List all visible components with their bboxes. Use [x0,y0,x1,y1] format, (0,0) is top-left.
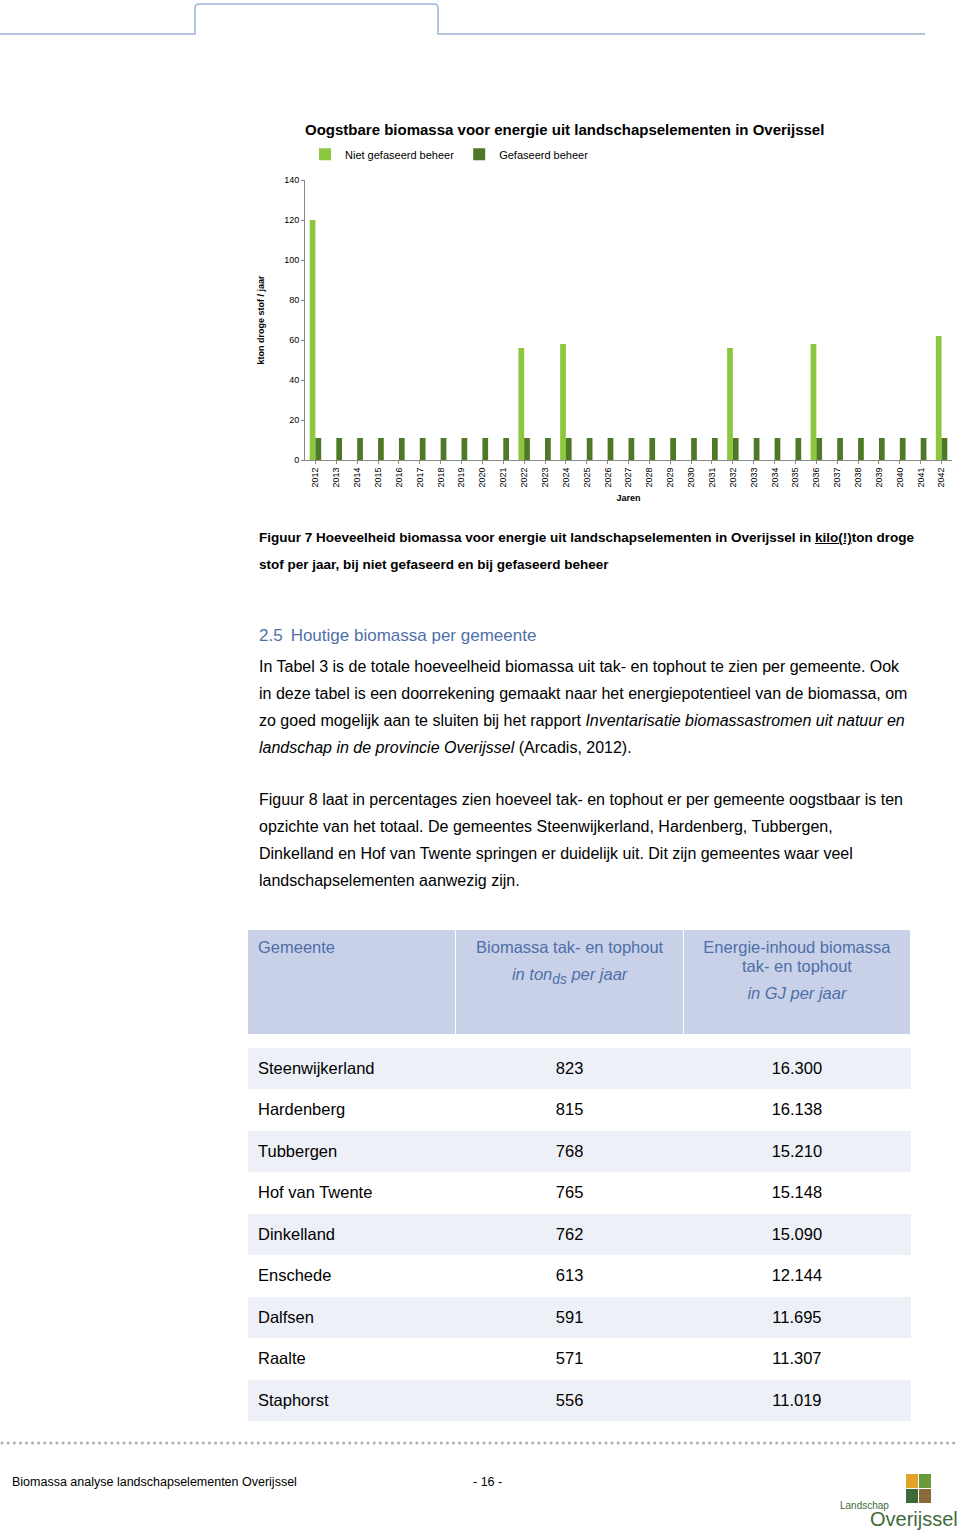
html-text:16.300: 16.300 [771,1058,823,1077]
html-text:15.090: 15.090 [771,1224,823,1243]
html-text:in tondsper jaar: in tondsper jaar [511,965,628,988]
html-text:Raalte: Raalte [258,1349,306,1368]
svg-text:2039: 2039 [874,468,884,488]
svg-text:2023: 2023 [540,468,550,488]
svg-text:2033: 2033 [749,468,759,488]
svg-text:2025: 2025 [582,468,592,488]
svg-text:2016: 2016 [394,468,404,488]
html-text:Steenwijkerland: Steenwijkerland [258,1058,375,1077]
svg-text:20: 20 [289,415,299,425]
html-text:11.019: 11.019 [772,1390,822,1409]
html-text:Overijssel: Overijssel [870,1508,958,1530]
svg-text:2018: 2018 [436,468,446,488]
svg-text:120: 120 [284,215,299,225]
html-text:15.210: 15.210 [771,1141,823,1160]
html-text:823: 823 [555,1058,584,1077]
html-text:15.148: 15.148 [771,1183,823,1202]
svg-text:2031: 2031 [707,468,717,488]
html-text:Dinkelland: Dinkelland [258,1224,335,1243]
svg-text:2037: 2037 [832,468,842,488]
html-text:In Tabel 3 is de totale hoevee: In Tabel 3 is de totale hoeveelheid biom… [259,658,908,756]
html-text:11.307: 11.307 [772,1349,822,1368]
html-text:12.144: 12.144 [771,1266,823,1285]
svg-text:2014: 2014 [352,468,362,488]
svg-text:2029: 2029 [665,468,675,488]
html-text:Figuur 8 laat in percentages z: Figuur 8 laat in percentages zien hoevee… [259,791,903,889]
html-text:11.695: 11.695 [772,1307,822,1326]
html-text:Figuur 7 Hoeveelheid biomassa: Figuur 7 Hoeveelheid biomassa voor energ… [259,530,914,572]
html-text:Landschap: Landschap [840,1500,889,1511]
svg-text:Niet gefaseerd beheer: Niet gefaseerd beheer [345,149,454,161]
svg-text:2030: 2030 [686,468,696,488]
svg-text:kton droge stof / jaar: kton droge stof / jaar [256,275,266,365]
svg-text:2035: 2035 [790,468,800,488]
svg-text:Oogstbare biomassa voor energi: Oogstbare biomassa voor energie uit land… [305,121,824,138]
html-text:Gemeente: Gemeente [258,938,335,956]
html-text:Hof van Twente: Hof van Twente [258,1183,373,1202]
svg-text:40: 40 [289,375,299,385]
html-text:in GJ per jaar: in GJ per jaar [747,984,847,1002]
html-text:556: 556 [555,1390,584,1409]
svg-text:2024: 2024 [561,468,571,488]
svg-text:80: 80 [289,295,299,305]
html-text:613: 613 [555,1266,584,1285]
svg-text:2032: 2032 [728,468,738,488]
svg-text:Jaren: Jaren [616,493,640,503]
html-text:2.5: 2.5 [259,626,283,645]
svg-text:2022: 2022 [519,468,529,488]
html-text:Houtige biomassa per gemeente: Houtige biomassa per gemeente [290,626,537,645]
svg-text:2028: 2028 [644,468,654,488]
html-text:Biomassa tak- en tophout: Biomassa tak- en tophout [476,938,664,956]
html-text:Tubbergen: Tubbergen [258,1141,338,1160]
html-text:Hardenberg: Hardenberg [258,1100,346,1119]
html-text:591: 591 [555,1307,584,1326]
html-text:815: 815 [555,1100,584,1119]
svg-text:0: 0 [294,455,299,465]
svg-text:60: 60 [289,335,299,345]
html-text:16.138: 16.138 [771,1100,823,1119]
svg-text:2026: 2026 [603,468,613,488]
html-text:Energie-inhoud biomassa tak- e: Energie-inhoud biomassa tak- en tophout [703,938,891,975]
svg-text:2038: 2038 [853,468,863,488]
html-text:Enschede: Enschede [258,1266,332,1285]
svg-text:2013: 2013 [331,468,341,488]
svg-text:2041: 2041 [916,468,926,488]
svg-text:2012: 2012 [310,468,320,488]
svg-text:2027: 2027 [623,468,633,488]
svg-text:2040: 2040 [895,468,905,488]
svg-text:2015: 2015 [373,468,383,488]
html-text:Dalfsen: Dalfsen [258,1307,314,1326]
html-text:762: 762 [555,1224,584,1243]
svg-text:2017: 2017 [415,468,425,488]
svg-text:100: 100 [284,255,299,265]
html-text:Biomassa analyse landschapsele: Biomassa analyse landschapselementen Ove… [12,1475,297,1489]
svg-text:2036: 2036 [811,468,821,488]
svg-text:140: 140 [284,175,299,185]
html-text:- 16 -: - 16 - [473,1475,503,1489]
svg-text:2042: 2042 [936,468,946,488]
html-text:765: 765 [555,1183,584,1202]
html-text:Staphorst: Staphorst [258,1390,329,1409]
svg-text:2020: 2020 [477,468,487,488]
svg-text:2021: 2021 [498,468,508,488]
html-text:768: 768 [555,1141,584,1160]
svg-text:2034: 2034 [770,468,780,488]
html-text:571: 571 [555,1349,584,1368]
svg-text:2019: 2019 [456,468,466,488]
svg-text:Gefaseerd beheer: Gefaseerd beheer [499,149,588,161]
